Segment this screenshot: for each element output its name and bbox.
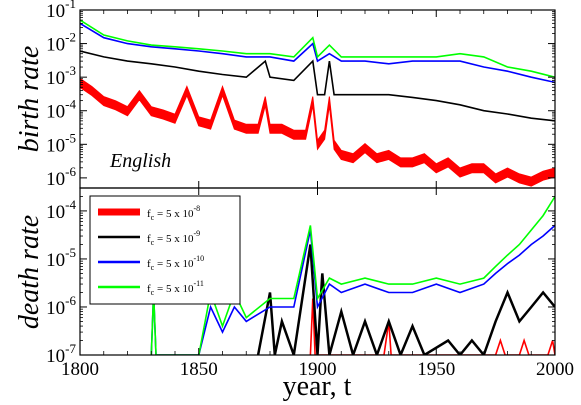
birth-rate-y-tick-label: 10-6 <box>46 164 76 190</box>
legend-label-2: fc = 5 x 10-10 <box>147 254 204 272</box>
death-rate-panel: 10-7 10-6 10-5 10-4 1800 1850 1900 1950 2000 de… <box>14 10 574 402</box>
death-rate-y-tick-label: 10-4 <box>46 197 76 223</box>
x-tick-label: 1850 <box>180 359 218 380</box>
birth-rate-y-tick-label: 10-2 <box>46 30 76 56</box>
birth-rate-series-group <box>80 19 555 187</box>
death-rate-y-ticks: 10-7 10-6 10-5 10-4 <box>46 196 555 367</box>
birth-rate-series-2 <box>80 22 555 84</box>
birth-rate-y-tick-label: 10-5 <box>46 130 76 156</box>
death-rate-series-0 <box>309 298 555 355</box>
birth-rate-y-tick-label: 10-4 <box>46 97 76 123</box>
legend-label-1: fc = 5 x 10-9 <box>147 229 200 247</box>
birth-rate-y-tick-label: 10-1 <box>46 0 76 22</box>
death-rate-y-axis-label: death rate <box>14 215 45 329</box>
birth-rate-panel: 10-6 10-5 10-4 10-3 10-2 10-1 English birth r… <box>14 0 556 190</box>
birth-rate-y-tick-label: 10-3 <box>46 63 76 89</box>
birth-rate-y-ticks: 10-6 10-5 10-4 10-3 10-2 10-1 <box>46 0 555 190</box>
birth-rate-series-0 <box>80 77 555 187</box>
birth-rate-series-1 <box>80 50 555 122</box>
birth-rate-annotation: English <box>109 150 171 172</box>
x-ticks: 1800 1850 1900 1950 2000 <box>61 10 574 380</box>
legend: fc = 5 x 10-8 fc = 5 x 10-9 fc = 5 x 10-10… <box>89 195 241 305</box>
death-rate-y-tick-label: 10-7 <box>46 341 76 367</box>
x-tick-label: 1900 <box>299 359 337 380</box>
x-tick-label: 2000 <box>536 359 574 380</box>
legend-label-3: fc = 5 x 10-11 <box>147 279 204 297</box>
birth-rate-y-axis-label: birth rate <box>14 46 45 153</box>
legend-label-0: fc = 5 x 10-8 <box>147 204 200 222</box>
x-tick-label: 1950 <box>417 359 455 380</box>
x-axis-label: year, t <box>283 371 352 402</box>
death-rate-y-tick-label: 10-6 <box>46 293 76 319</box>
death-rate-y-tick-label: 10-5 <box>46 245 76 271</box>
death-rate-series-2 <box>150 224 555 355</box>
birth-rate-series-3 <box>80 19 555 78</box>
death-rate-series-1 <box>256 244 555 355</box>
x-tick-label: 1800 <box>61 359 99 380</box>
